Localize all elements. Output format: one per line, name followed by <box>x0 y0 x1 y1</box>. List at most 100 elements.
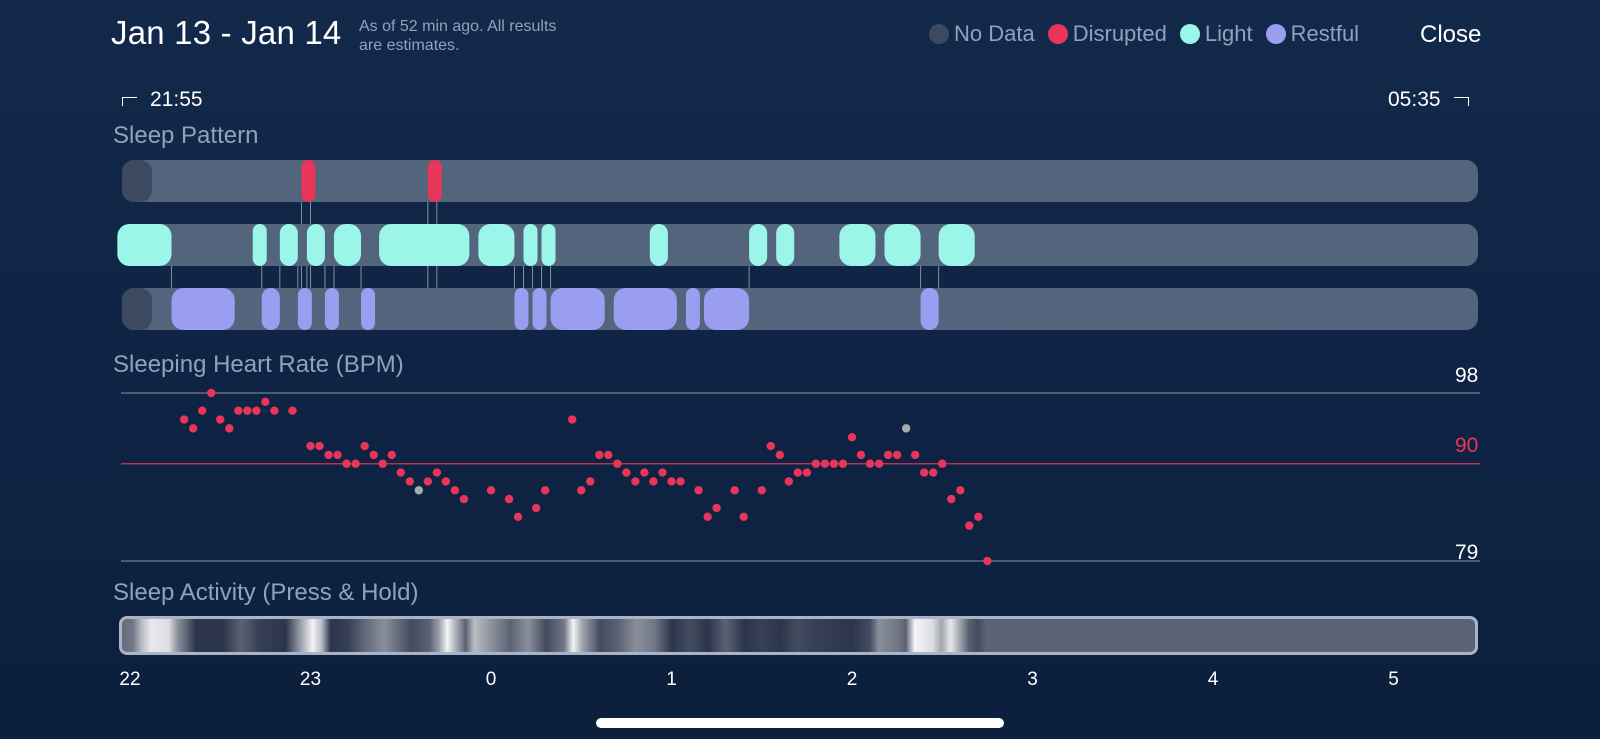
hr-point <box>324 450 333 460</box>
end-time[interactable]: 05:35 <box>1388 88 1469 112</box>
hr-point <box>414 486 423 495</box>
restful-no-data-cap <box>122 288 152 330</box>
hr-point <box>306 441 315 451</box>
disrupted-segment <box>301 160 316 202</box>
x-tick-label: 4 <box>1207 669 1219 690</box>
light-segment <box>306 224 325 266</box>
light-segment <box>252 224 267 266</box>
hr-point <box>784 477 794 486</box>
hr-point <box>540 486 550 495</box>
close-button[interactable]: Close <box>1420 21 1482 48</box>
x-tick-label: 0 <box>485 669 497 690</box>
hr-point <box>739 512 748 521</box>
stage-tracks <box>117 160 1478 330</box>
light-segment <box>333 224 362 266</box>
hr-point <box>892 450 902 460</box>
x-tick-label: 23 <box>299 669 322 690</box>
hr-point <box>920 468 929 477</box>
end-bracket-icon <box>1453 97 1469 106</box>
hr-point <box>396 468 405 477</box>
hr-point <box>378 459 387 468</box>
hr-point <box>387 450 396 460</box>
light-segment <box>649 224 668 266</box>
hr-point <box>261 397 270 407</box>
hr-point <box>847 433 857 442</box>
hr-point <box>956 486 965 495</box>
hr-point <box>243 406 252 415</box>
hr-point <box>703 512 712 521</box>
hr-point <box>405 477 414 486</box>
hr-point <box>622 468 631 477</box>
hr-point <box>234 406 243 415</box>
legend-disrupted: Disrupted <box>1047 21 1167 47</box>
light-segment <box>523 224 538 266</box>
hr-point <box>423 477 433 486</box>
light-track <box>122 224 1478 266</box>
start-time[interactable]: 21:55 <box>122 88 203 112</box>
hr-point <box>531 503 541 513</box>
sleep-chart[interactable] <box>0 0 1600 600</box>
start-time-label: 21:55 <box>150 88 203 111</box>
hr-point <box>649 477 658 486</box>
hr-point <box>504 494 514 504</box>
x-tick-label: 5 <box>1388 669 1399 690</box>
restful-segment <box>685 288 700 330</box>
hr-point <box>929 468 938 477</box>
heart-rate-label: Sleeping Heart Rate (BPM) <box>113 351 404 378</box>
hr-point <box>829 459 839 468</box>
hr-point <box>712 503 721 513</box>
restful-segment <box>261 288 280 330</box>
hr-point <box>188 424 198 433</box>
restful-segment <box>361 288 376 330</box>
hr-point <box>360 441 369 451</box>
x-tick-label: 22 <box>119 669 141 690</box>
hr-point <box>459 494 469 504</box>
hr-point <box>983 556 992 566</box>
hr-point <box>838 459 848 468</box>
estimate-note: As of 52 min ago. All results are estima… <box>359 17 619 55</box>
restful-segment <box>550 288 605 330</box>
x-tick-label: 3 <box>1027 669 1038 690</box>
legend-restful: Restful <box>1265 21 1359 47</box>
hr-point <box>216 415 225 424</box>
light-segment <box>478 224 515 266</box>
light-dot-icon <box>1179 24 1200 44</box>
hr-point <box>595 450 604 460</box>
restful-segment <box>171 288 235 330</box>
hr-point <box>315 441 324 451</box>
hr-point <box>333 450 342 460</box>
restful-segment <box>514 288 529 330</box>
hr-point <box>974 512 983 521</box>
hr-point <box>604 450 613 460</box>
hr-point <box>207 388 216 398</box>
restful-segment <box>703 288 750 330</box>
sleep-pattern-label: Sleep Pattern <box>113 122 259 149</box>
hr-point <box>658 468 667 477</box>
hr-max-value: 98 <box>1455 364 1479 387</box>
hr-point <box>883 450 893 460</box>
restful-segment <box>297 288 312 330</box>
hr-point <box>252 406 261 415</box>
legend: No Data Disrupted Light Restful <box>929 21 1372 47</box>
hr-point <box>631 477 640 486</box>
hr-reference-lines <box>121 392 1480 562</box>
hr-point <box>613 459 622 468</box>
hr-point <box>586 477 595 486</box>
light-segment <box>884 224 921 266</box>
date-range-title: Jan 13 - Jan 14 <box>111 14 342 51</box>
restful-segment <box>324 288 339 330</box>
disrupted-dot-icon <box>1047 24 1068 44</box>
hr-point <box>198 406 207 415</box>
hr-point <box>288 406 297 415</box>
legend-label: Light <box>1204 21 1253 46</box>
disrupted-no-data-cap <box>122 160 152 202</box>
hr-point <box>965 521 974 530</box>
hr-point <box>568 415 577 424</box>
home-indicator[interactable] <box>596 718 1004 728</box>
restful-track <box>122 288 1478 330</box>
legend-label: No Data <box>954 21 1035 46</box>
light-segment <box>749 224 768 266</box>
hr-point <box>901 424 911 433</box>
hr-scatter <box>179 388 992 566</box>
sleep-activity-bar[interactable] <box>119 616 1478 655</box>
